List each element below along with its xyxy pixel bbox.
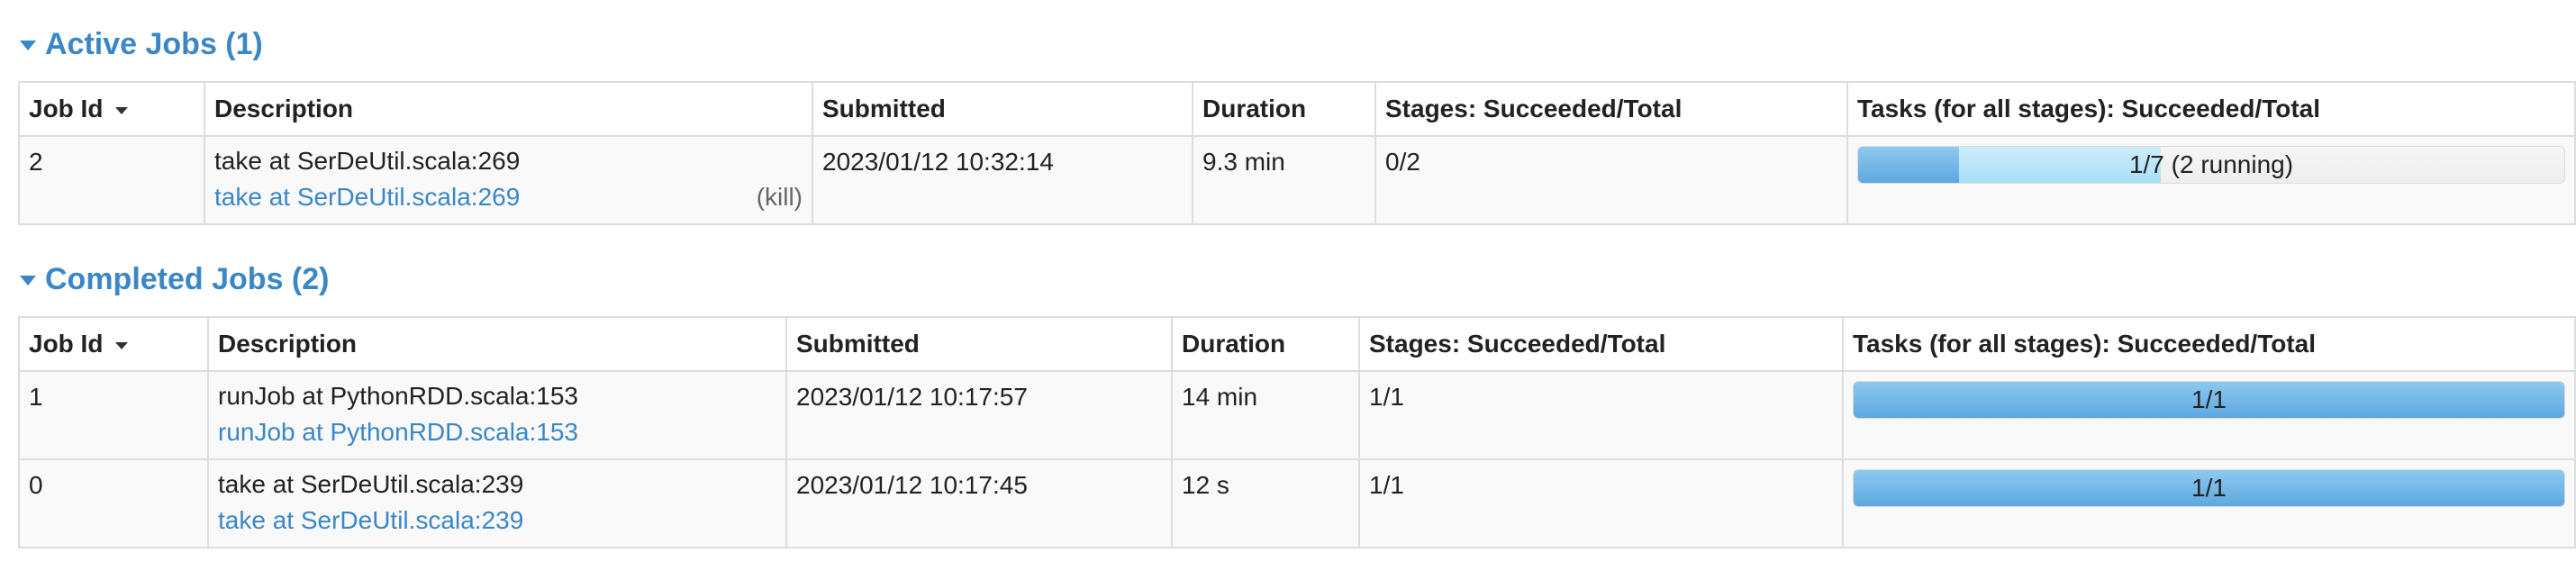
column-header-duration[interactable]: Duration — [1192, 81, 1376, 137]
description-cell: take at SerDeUtil.scala:269 take at SerD… — [204, 135, 813, 225]
stages-cell: 1/1 — [1358, 370, 1844, 460]
stages-cell: 1/1 — [1358, 458, 1844, 548]
completed-jobs-header[interactable]: Completed Jobs (2) — [20, 258, 329, 300]
active-jobs-table: Job Id Description Submitted Duration St… — [18, 81, 2576, 225]
job-description-link[interactable]: take at SerDeUtil.scala:239 — [218, 506, 524, 534]
column-header-stages[interactable]: Stages: Succeeded/Total — [1358, 316, 1844, 372]
active-jobs-header[interactable]: Active Jobs (1) — [20, 23, 263, 65]
completed-jobs-title: Completed Jobs (2) — [45, 261, 330, 296]
sort-desc-icon[interactable] — [115, 341, 129, 349]
description-cell: runJob at PythonRDD.scala:153 runJob at … — [207, 370, 787, 460]
job-description: take at SerDeUtil.scala:269 — [214, 147, 521, 175]
job-id-cell: 0 — [18, 458, 209, 548]
job-description-link[interactable]: take at SerDeUtil.scala:269 — [214, 183, 521, 211]
progress-running-fill — [1959, 147, 2161, 183]
column-header-submitted[interactable]: Submitted — [812, 81, 1193, 137]
completed-jobs-table: Job Id Description Submitted Duration St… — [18, 316, 2576, 548]
tasks-cell: 1/1 — [1842, 458, 2576, 548]
column-header-tasks[interactable]: Tasks (for all stages): Succeeded/Total — [1842, 316, 2576, 372]
submitted-cell: 2023/01/12 10:32:14 — [812, 135, 1193, 225]
job-description: take at SerDeUtil.scala:239 — [218, 470, 524, 498]
table-row: 2 take at SerDeUtil.scala:269 take at Se… — [18, 135, 2576, 225]
tasks-progress-bar: 1/1 — [1853, 469, 2565, 507]
sort-desc-icon[interactable] — [115, 106, 129, 114]
submitted-cell: 2023/01/12 10:17:57 — [785, 370, 1173, 460]
progress-label: 1/7 (2 running) — [2128, 150, 2294, 178]
job-description: runJob at PythonRDD.scala:153 — [218, 382, 578, 410]
collapse-caret-icon — [20, 276, 36, 286]
stages-cell: 0/2 — [1374, 135, 1848, 225]
tasks-progress-bar: 1/7 (2 running) — [1857, 146, 2565, 184]
duration-cell: 9.3 min — [1192, 135, 1376, 225]
column-header-description[interactable]: Description — [207, 316, 787, 372]
column-header-stages[interactable]: Stages: Succeeded/Total — [1374, 81, 1848, 137]
collapse-caret-icon — [20, 41, 36, 50]
job-id-cell: 2 — [18, 135, 205, 225]
progress-completed-fill — [1858, 147, 1959, 183]
tasks-cell: 1/1 — [1842, 370, 2576, 460]
column-header-tasks[interactable]: Tasks (for all stages): Succeeded/Total — [1846, 81, 2576, 137]
tasks-cell: 1/7 (2 running) — [1846, 135, 2576, 225]
column-header-submitted[interactable]: Submitted — [785, 316, 1173, 372]
column-header-job-id[interactable]: Job Id — [18, 81, 205, 137]
column-header-job-id[interactable]: Job Id — [18, 316, 209, 372]
progress-label: 1/1 — [2191, 385, 2227, 413]
column-header-duration[interactable]: Duration — [1171, 316, 1360, 372]
table-row: 0 take at SerDeUtil.scala:239 take at Se… — [18, 458, 2576, 548]
submitted-cell: 2023/01/12 10:17:45 — [785, 458, 1173, 548]
job-description-link[interactable]: runJob at PythonRDD.scala:153 — [218, 418, 578, 446]
duration-cell: 12 s — [1171, 458, 1360, 548]
progress-completed-fill — [1854, 470, 2564, 506]
table-row: 1 runJob at PythonRDD.scala:153 runJob a… — [18, 370, 2576, 460]
kill-job-link[interactable]: (kill) — [756, 183, 803, 211]
active-jobs-title: Active Jobs (1) — [45, 26, 263, 61]
job-id-cell: 1 — [18, 370, 209, 460]
description-cell: take at SerDeUtil.scala:239 take at SerD… — [207, 458, 787, 548]
duration-cell: 14 min — [1171, 370, 1360, 460]
table-header-row: Job Id Description Submitted Duration St… — [18, 81, 2576, 137]
column-header-description[interactable]: Description — [204, 81, 813, 137]
progress-completed-fill — [1854, 382, 2564, 418]
tasks-progress-bar: 1/1 — [1853, 381, 2565, 419]
progress-label: 1/1 — [2191, 474, 2227, 502]
table-header-row: Job Id Description Submitted Duration St… — [18, 316, 2576, 372]
